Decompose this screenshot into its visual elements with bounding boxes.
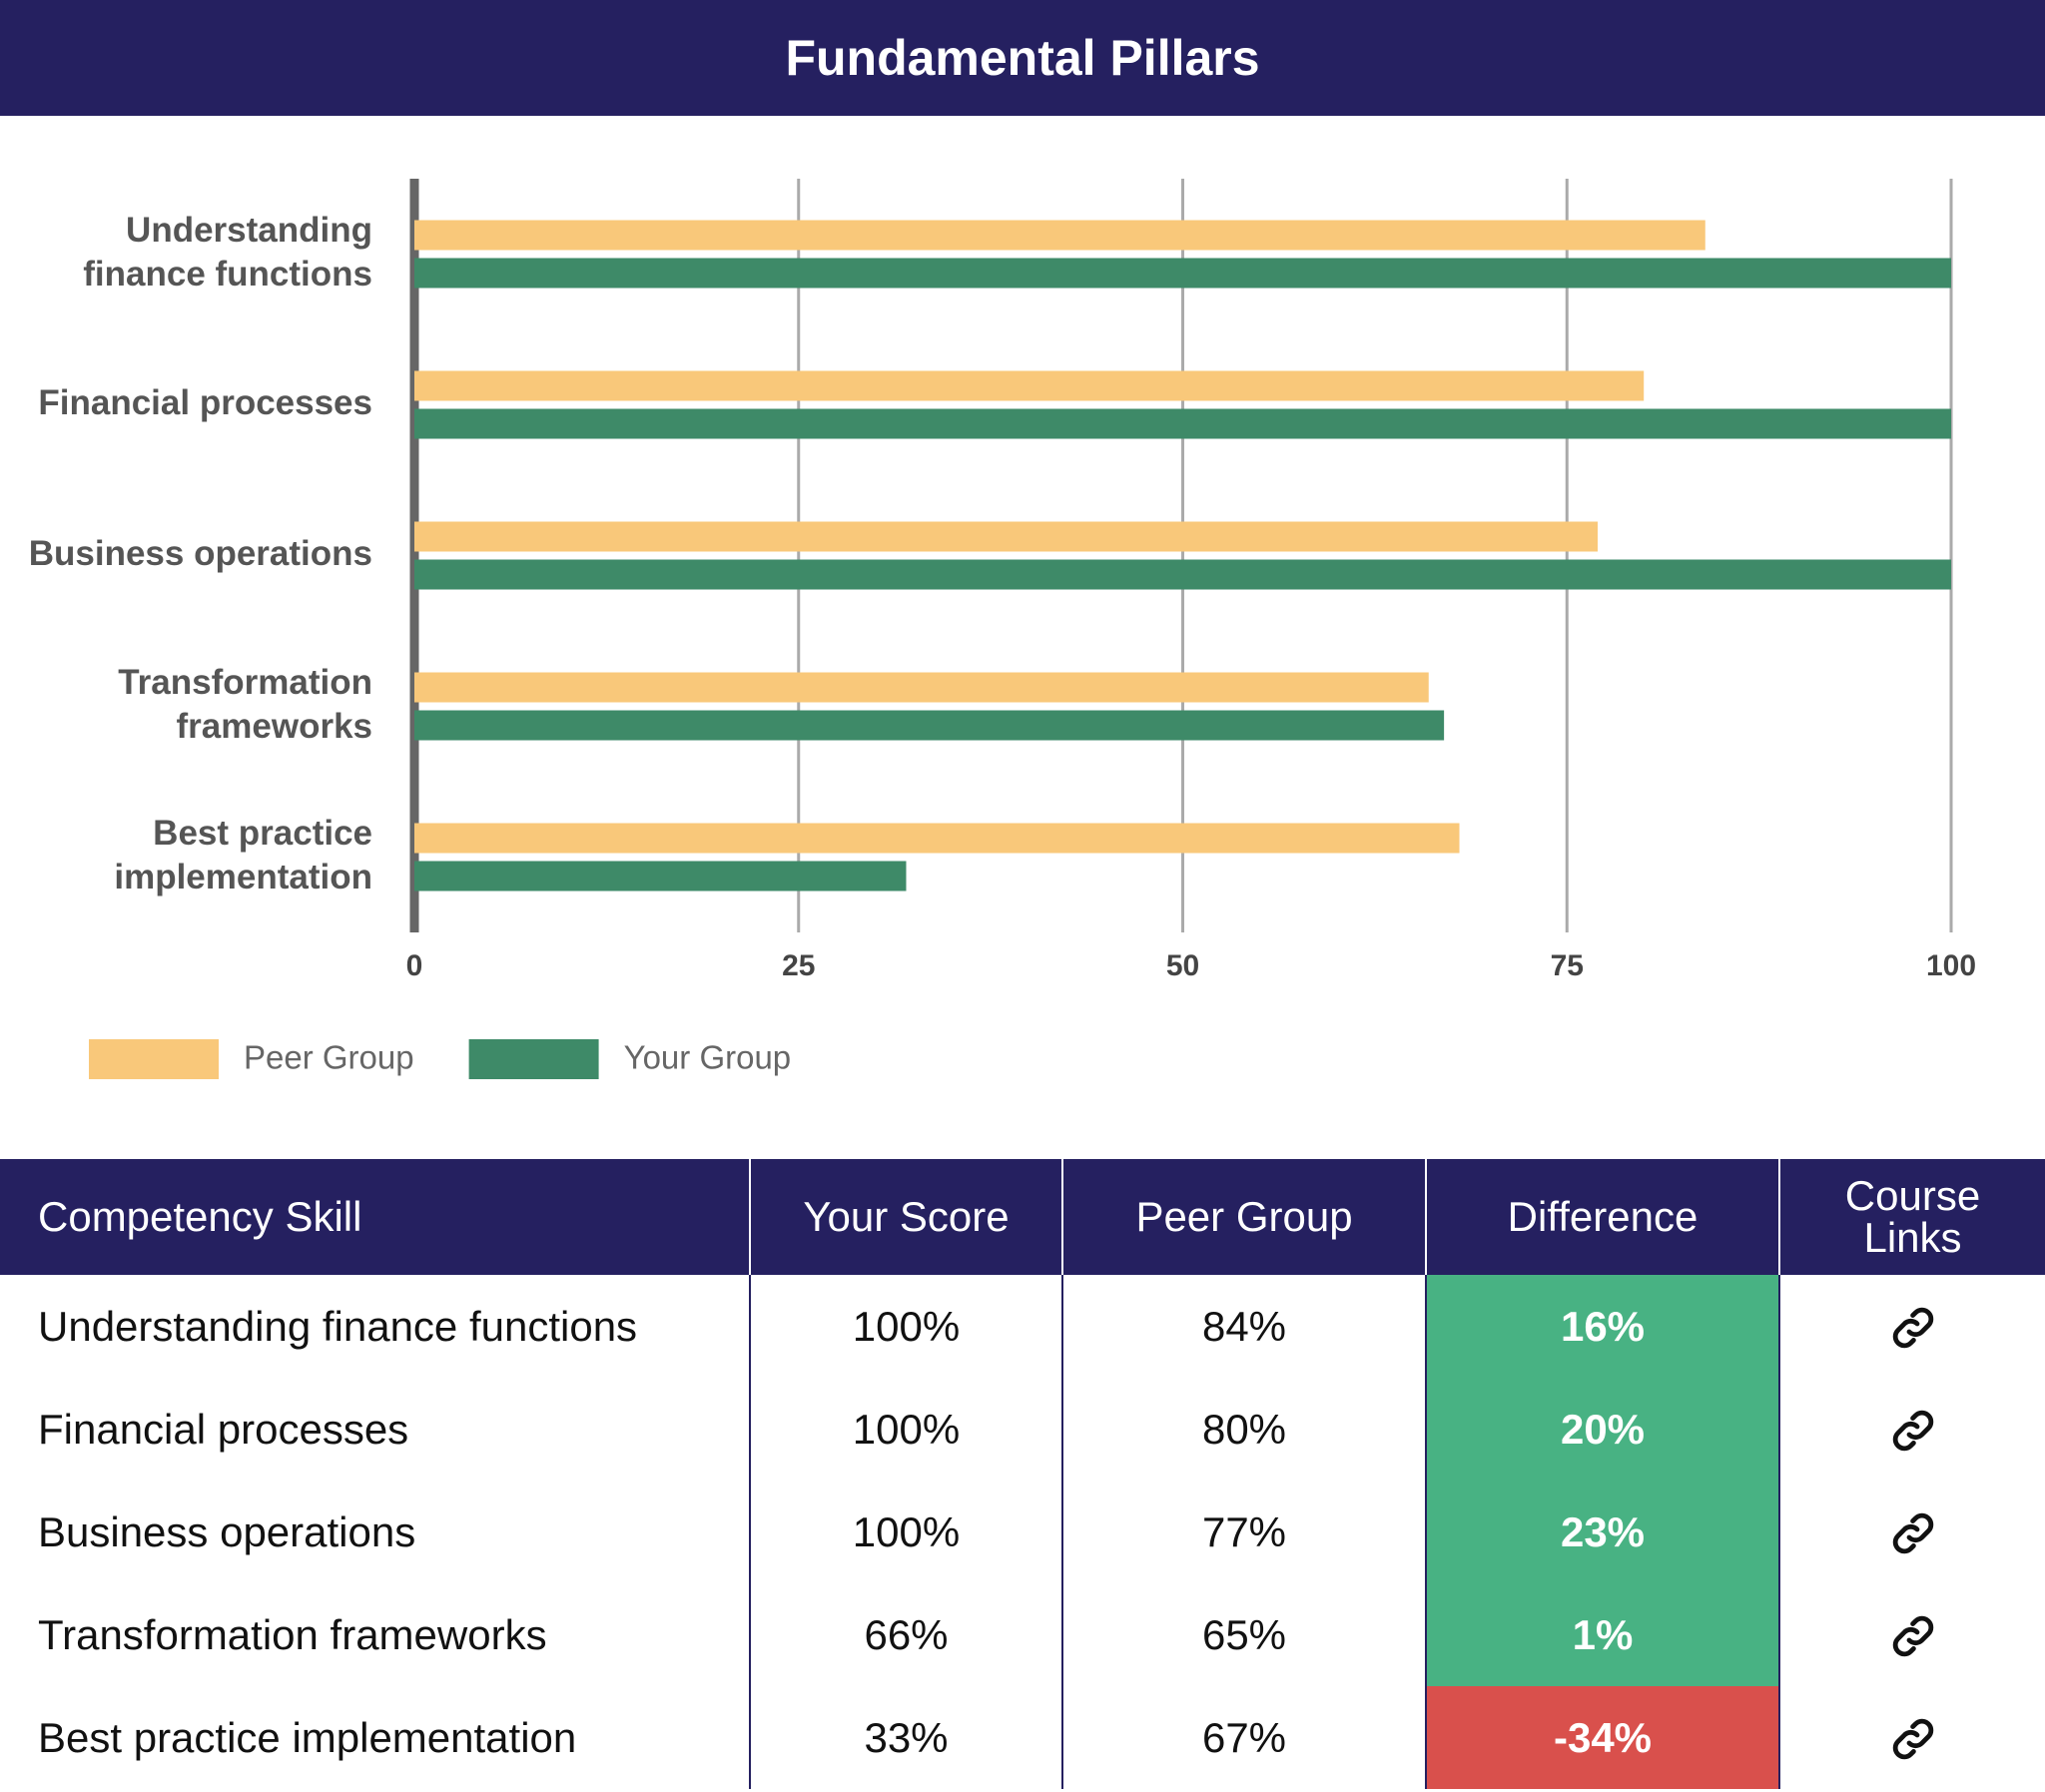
table-row: Transformation frameworks 66% 65% 1% bbox=[0, 1583, 2045, 1686]
y-tick-label: Understanding bbox=[126, 211, 372, 250]
x-tick-label: 100 bbox=[1926, 949, 1976, 982]
difference-cell: 16% bbox=[1425, 1275, 1779, 1378]
bar bbox=[414, 861, 907, 892]
link-icon[interactable] bbox=[1889, 1612, 1937, 1660]
table-cell: 84% bbox=[1061, 1275, 1426, 1378]
table-row: Best practice implementation 33% 67% -34% bbox=[0, 1686, 2045, 1789]
y-tick-label: implementation bbox=[114, 858, 372, 896]
chart: 0 25 50 75 100 Understanding finance functions… bbox=[29, 179, 1976, 1079]
table-cell: Transformation frameworks bbox=[38, 1610, 547, 1658]
table-cell: 33% bbox=[749, 1686, 1062, 1789]
legend-label: Your Group bbox=[624, 1039, 792, 1076]
y-tick-label: Business operations bbox=[29, 534, 372, 573]
table-cell: Best practice implementation bbox=[38, 1713, 577, 1761]
table-row: Business operations 100% 77% 23% bbox=[0, 1481, 2045, 1583]
link-cell bbox=[1778, 1378, 2045, 1481]
table-cell: 100% bbox=[749, 1378, 1062, 1481]
header-row: Competency Skill Your Score Peer Group Diff… bbox=[0, 1159, 2045, 1275]
table-cell: 80% bbox=[1061, 1378, 1426, 1481]
table-cell: 67% bbox=[1061, 1686, 1426, 1789]
link-icon[interactable] bbox=[1889, 1715, 1937, 1763]
difference-cell: 1% bbox=[1425, 1583, 1779, 1686]
legend-swatch bbox=[89, 1039, 219, 1079]
table-cell: 100% bbox=[749, 1275, 1062, 1378]
x-tick-label: 25 bbox=[782, 949, 815, 982]
column-header: Competency Skill bbox=[0, 1159, 750, 1275]
column-header: Your Score bbox=[749, 1159, 1062, 1275]
link-icon[interactable] bbox=[1889, 1509, 1937, 1557]
bar bbox=[414, 710, 1445, 741]
y-tick-label: Transformation bbox=[118, 663, 372, 702]
table-cell: 100% bbox=[749, 1481, 1062, 1583]
y-tick-label: frameworks bbox=[177, 707, 372, 746]
column-header: Peer Group bbox=[1061, 1159, 1426, 1275]
table-cell: Financial processes bbox=[38, 1405, 409, 1453]
difference-cell: 23% bbox=[1425, 1481, 1779, 1583]
table-row: Financial processes 100% 80% 20% bbox=[0, 1378, 2045, 1481]
bar bbox=[414, 370, 1645, 401]
table-cell: 66% bbox=[749, 1583, 1062, 1686]
table-cell: Business operations bbox=[38, 1507, 416, 1555]
y-tick-label: Best practice bbox=[153, 814, 372, 853]
bar bbox=[414, 258, 1951, 289]
difference-cell: 20% bbox=[1425, 1378, 1779, 1481]
bar bbox=[414, 672, 1429, 703]
y-tick-label: Financial processes bbox=[38, 383, 372, 422]
column-header: Difference bbox=[1425, 1159, 1779, 1275]
difference-cell: -34% bbox=[1425, 1686, 1779, 1789]
bar bbox=[414, 408, 1951, 439]
table-body: Understanding finance functions 100% 84% 16… bbox=[0, 1275, 2045, 1789]
x-tick-label: 75 bbox=[1551, 949, 1584, 982]
table-row: Understanding finance functions 100% 84% 16… bbox=[0, 1275, 2045, 1378]
bar bbox=[414, 220, 1705, 251]
link-icon[interactable] bbox=[1889, 1407, 1937, 1455]
column-header: Course Links bbox=[1778, 1159, 2045, 1275]
x-tick-label: 0 bbox=[406, 949, 423, 982]
link-cell bbox=[1778, 1686, 2045, 1789]
table-cell: Understanding finance functions bbox=[38, 1302, 638, 1350]
bar bbox=[414, 823, 1460, 854]
table-cell: 77% bbox=[1061, 1481, 1426, 1583]
legend-swatch bbox=[468, 1039, 599, 1079]
link-icon[interactable] bbox=[1889, 1304, 1937, 1352]
link-cell bbox=[1778, 1275, 2045, 1378]
header: Fundamental Pillars bbox=[0, 0, 2045, 116]
link-cell bbox=[1778, 1481, 2045, 1583]
bar bbox=[414, 559, 1951, 590]
table-cell: 65% bbox=[1061, 1583, 1426, 1686]
y-tick-label: finance functions bbox=[83, 255, 372, 294]
bar bbox=[414, 521, 1599, 552]
skills-table: Competency Skill Your Score Peer Group Diff… bbox=[0, 1159, 2045, 1789]
x-tick-label: 50 bbox=[1166, 949, 1199, 982]
legend-label: Peer Group bbox=[244, 1039, 414, 1076]
link-cell bbox=[1778, 1583, 2045, 1686]
